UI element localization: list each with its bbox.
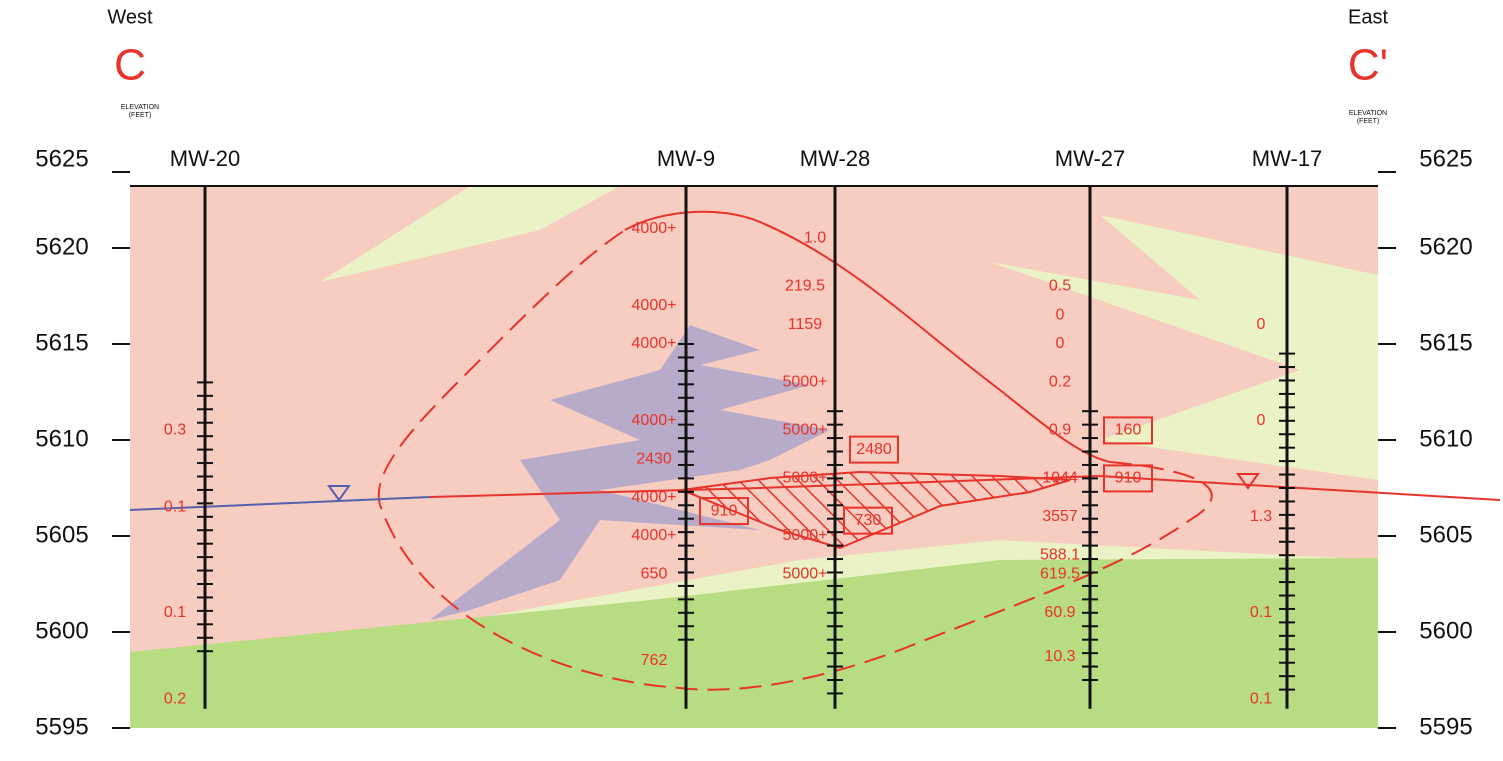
- plume: [377, 210, 1213, 691]
- sample-label: 4000+: [632, 335, 677, 352]
- sample-label: 0.1: [1250, 604, 1272, 621]
- y-tick-label: 5620: [35, 233, 88, 260]
- elevation-label: ELEVATION: [121, 104, 159, 111]
- east-label: East: [1348, 6, 1388, 28]
- sample-label: 0.2: [1049, 374, 1071, 391]
- sample-label: 1044: [1042, 470, 1078, 487]
- sample-label: 1.0: [804, 230, 826, 247]
- well: MW-20 0.3 0.1 0.1 0.2: [164, 146, 240, 709]
- sample-label: 5000+: [783, 566, 828, 583]
- sample-label: 0: [1257, 316, 1266, 333]
- water-table: [129, 496, 431, 511]
- well-name: MW-27: [1055, 146, 1126, 171]
- sample-label: 3557: [1042, 508, 1078, 525]
- section-letter: C': [1348, 41, 1388, 90]
- boxed-label-frame: [1103, 416, 1153, 445]
- gray-layer: [430, 325, 830, 620]
- y-tick-label: 5625: [35, 145, 88, 172]
- sample-label: 0.3: [164, 422, 186, 439]
- sample-label: 762: [641, 652, 668, 669]
- y-tick-label: 5595: [1419, 713, 1472, 740]
- y-tick-label: 5610: [35, 425, 88, 452]
- sample-label: 0: [1056, 306, 1065, 323]
- boxed-label: 910: [1115, 470, 1142, 487]
- well: MW-27 0.5 0 0 0.2 0.9 1044 3557 588.1 619.5 60.9 10…: [1040, 146, 1153, 709]
- green-layer: [130, 558, 1378, 728]
- sample-label: 1.3: [1250, 508, 1272, 525]
- well: MW-28 1.0 219.5 1159 5000+ 5000+ 5000+ 5000+ 500…: [783, 146, 899, 709]
- sample-label: 4000+: [632, 220, 677, 237]
- west-label: West: [107, 6, 153, 28]
- elevation-label: ELEVATION: [1349, 110, 1387, 117]
- sample-label: 2430: [636, 450, 672, 467]
- sample-label: 0.5: [1049, 278, 1071, 295]
- sample-label: 650: [641, 566, 668, 583]
- boxed-label: 910: [711, 502, 738, 519]
- sample-label: 5000+: [783, 422, 828, 439]
- water-level-marker: [1236, 473, 1260, 490]
- elevation-unit: (FEET): [129, 112, 152, 119]
- sample-label: 5000+: [783, 470, 828, 487]
- sample-label: 0: [1257, 412, 1266, 429]
- water-table: [429, 474, 1501, 501]
- boxed-label-frame: [699, 497, 749, 526]
- boxed-label-frame: [843, 506, 893, 535]
- boxed-label-frame: [1103, 464, 1153, 493]
- sample-label: 219.5: [785, 278, 825, 295]
- y-tick-label: 5615: [35, 329, 88, 356]
- boxed-label-frame: [849, 435, 899, 464]
- well-name: MW-28: [800, 146, 871, 171]
- y-tick-label: 5595: [35, 713, 88, 740]
- y-tick-label: 5605: [1419, 521, 1472, 548]
- boxed-label: 2480: [856, 441, 892, 458]
- sample-label: 588.1: [1040, 546, 1080, 563]
- well-name: MW-20: [170, 146, 241, 171]
- sample-label: 10.3: [1044, 648, 1075, 665]
- water-level-marker: [327, 485, 351, 502]
- boxed-label: 730: [855, 512, 882, 529]
- sample-label: 0: [1056, 335, 1065, 352]
- sample-label: 60.9: [1044, 604, 1075, 621]
- sample-label: 4000+: [632, 489, 677, 506]
- elevation-unit: (FEET): [1357, 118, 1380, 125]
- y-tick-label: 5600: [1419, 617, 1472, 644]
- y-tick-label: 5615: [1419, 329, 1472, 356]
- well-name: MW-9: [657, 146, 715, 171]
- sample-label: 4000+: [632, 527, 677, 544]
- y-tick-label: 5620: [1419, 233, 1472, 260]
- y-tick-label: 5600: [35, 617, 88, 644]
- plume-solid: [624, 210, 1111, 463]
- sample-label: 619.5: [1040, 566, 1080, 583]
- y-tick-label: 5605: [35, 521, 88, 548]
- sample-label: 1159: [788, 316, 823, 333]
- hatched-zone: [678, 470, 1071, 550]
- plume-dashed-bottom: [379, 461, 1213, 691]
- well: MW-9 4000+ 4000+ 4000+ 4000+ 2430 4000+ 4000+ 65…: [632, 146, 749, 709]
- well-name: MW-17: [1252, 146, 1323, 171]
- section-letter: C: [114, 41, 146, 90]
- sample-label: 4000+: [632, 297, 677, 314]
- sample-label: 5000+: [783, 527, 828, 544]
- sample-label: 0.2: [164, 690, 186, 707]
- sample-label: 0.1: [1250, 690, 1272, 707]
- y-tick-label: 5610: [1419, 425, 1472, 452]
- sample-label: 0.1: [164, 604, 186, 621]
- well: MW-17 0 0 1.3 0.1 0.1: [1250, 146, 1322, 709]
- plume-dashed: [377, 229, 626, 506]
- strata: [130, 186, 1378, 728]
- sample-label: 0.9: [1049, 422, 1071, 439]
- sample-label: 0.1: [164, 498, 186, 515]
- sample-label: 4000+: [632, 412, 677, 429]
- y-tick-label: 5625: [1419, 145, 1472, 172]
- boxed-label: 160: [1115, 422, 1142, 439]
- sample-label: 5000+: [783, 374, 828, 391]
